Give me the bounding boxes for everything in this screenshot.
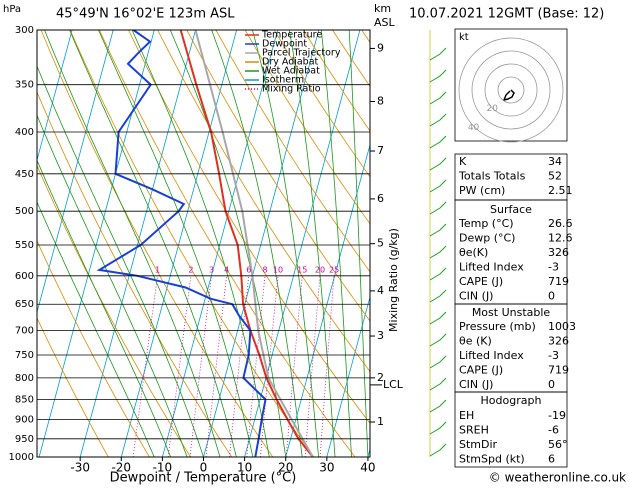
table-label: θe (K) — [459, 335, 492, 348]
table-value: 52 — [548, 170, 562, 183]
table-value: 719 — [548, 364, 569, 377]
table-label: CAPE (J) — [459, 275, 503, 288]
x-tick-label: 30 — [319, 461, 334, 475]
y-tick-label: 950 — [15, 434, 34, 445]
table-label: Pressure (mb) — [459, 320, 536, 333]
y-tick-label: 700 — [15, 326, 34, 337]
table-value: 719 — [548, 275, 569, 288]
km-label: km — [374, 2, 391, 15]
mixing-ratio-label: 6 — [246, 265, 251, 274]
location: 45°49'N 16°02'E 123m ASL — [56, 7, 235, 22]
mixing-ratio-label: 8 — [263, 265, 268, 274]
y-tick-label: 850 — [15, 394, 34, 405]
y-tick-label: 500 — [15, 206, 34, 217]
mixing-ratio-label: 3 — [209, 265, 214, 274]
asl-label: ASL — [374, 16, 396, 29]
mixing-ratio-label: 4 — [224, 265, 229, 274]
table-label: Lifted Index — [459, 261, 524, 274]
table-label: CAPE (J) — [459, 364, 503, 377]
table-title: Surface — [490, 203, 532, 216]
height-tick-label: 7 — [377, 144, 384, 157]
height-tick-label: 4 — [377, 284, 384, 297]
x-tick-label: -20 — [111, 461, 131, 475]
height-tick-label: 5 — [377, 237, 384, 250]
table-label: θe(K) — [459, 246, 488, 259]
table-value: 0 — [548, 290, 555, 303]
table-label: PW (cm) — [459, 184, 505, 197]
mixing-ratio-label: 2 — [188, 265, 193, 274]
table-label: K — [459, 155, 467, 168]
table-label: SREH — [459, 424, 489, 437]
y-tick-label: 400 — [15, 127, 34, 138]
height-tick-label: 9 — [377, 41, 384, 54]
y-tick-label: 550 — [15, 240, 34, 251]
table-label: EH — [459, 409, 474, 422]
table-label: StmDir — [459, 438, 498, 451]
mixing-ratio-axis-label: Mixing Ratio (g/kg) — [387, 228, 400, 332]
hodograph-ring-label: 40 — [468, 123, 480, 133]
table-value: -3 — [548, 349, 559, 362]
table-value: -6 — [548, 424, 559, 437]
y-tick-label: 800 — [15, 373, 34, 384]
table-value: -3 — [548, 261, 559, 274]
table-value: 56° — [548, 438, 568, 451]
height-tick-label: 1 — [377, 415, 384, 428]
table-value: 326 — [548, 246, 569, 259]
table-label: Totals Totals — [458, 170, 526, 183]
table-title: Most Unstable — [472, 306, 551, 319]
table-label: Temp (°C) — [458, 217, 514, 230]
legend-label: Mixing Ratio — [262, 84, 321, 95]
table-value: 34 — [548, 155, 562, 168]
y-tick-label: 300 — [15, 25, 34, 36]
table-value: 326 — [548, 335, 569, 348]
table-label: StmSpd (kt) — [459, 453, 525, 466]
mixing-ratio-label: 15 — [297, 265, 307, 274]
x-tick-label: 20 — [278, 461, 293, 475]
lcl-label: LCL — [383, 378, 404, 391]
y-tick-label: 450 — [15, 169, 34, 180]
table-value: 2.51 — [548, 184, 573, 197]
table-value: 12.6 — [548, 232, 573, 245]
y-tick-label: 750 — [15, 350, 34, 361]
table-value: 26.6 — [548, 217, 573, 230]
x-tick-label: -30 — [70, 461, 90, 475]
y-tick-label: 650 — [15, 299, 34, 310]
x-tick-label: 0 — [200, 461, 208, 475]
table-title: Hodograph — [481, 394, 542, 407]
x-tick-label: -10 — [153, 461, 173, 475]
height-tick-label: 8 — [377, 94, 384, 107]
mixing-ratio-label: 1 — [155, 265, 160, 274]
table-value: 1003 — [548, 320, 576, 333]
table-value: -19 — [548, 409, 566, 422]
table-value: 6 — [548, 453, 555, 466]
height-tick-label: 3 — [377, 329, 384, 342]
height-tick-label: 6 — [377, 192, 384, 205]
y-tick-label: 350 — [15, 80, 34, 91]
table-label: Lifted Index — [459, 349, 524, 362]
mixing-ratio-label: 20 — [315, 265, 325, 274]
hodograph-unit: kt — [459, 32, 469, 43]
date: 10.07.2021 12GMT (Base: 12) — [409, 7, 604, 22]
x-tick-label: 10 — [237, 461, 252, 475]
hodograph-ring-label: 20 — [487, 104, 499, 114]
mixing-ratio-label: 10 — [273, 265, 283, 274]
table-label: CIN (J) — [459, 290, 493, 303]
table-label: Dewp (°C) — [459, 232, 515, 245]
table-label: CIN (J) — [459, 378, 493, 391]
y-tick-label: 600 — [15, 271, 34, 282]
y-tick-label: 900 — [15, 415, 34, 426]
hpa-label: hPa — [3, 4, 21, 15]
table-value: 0 — [548, 378, 555, 391]
footer: © weatheronline.co.uk — [489, 471, 626, 485]
mixing-ratio-label: 25 — [329, 265, 339, 274]
x-tick-label: 40 — [360, 461, 375, 475]
y-tick-label: 1000 — [9, 452, 34, 463]
